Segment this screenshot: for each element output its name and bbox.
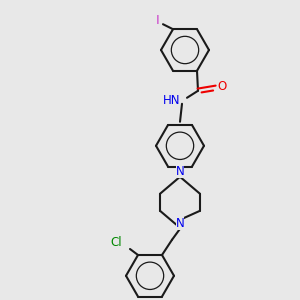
Text: O: O: [218, 80, 226, 93]
Text: Cl: Cl: [110, 236, 122, 250]
Text: N: N: [176, 165, 184, 178]
Text: HN: HN: [163, 94, 180, 107]
Text: I: I: [156, 14, 160, 27]
Text: N: N: [176, 217, 184, 230]
